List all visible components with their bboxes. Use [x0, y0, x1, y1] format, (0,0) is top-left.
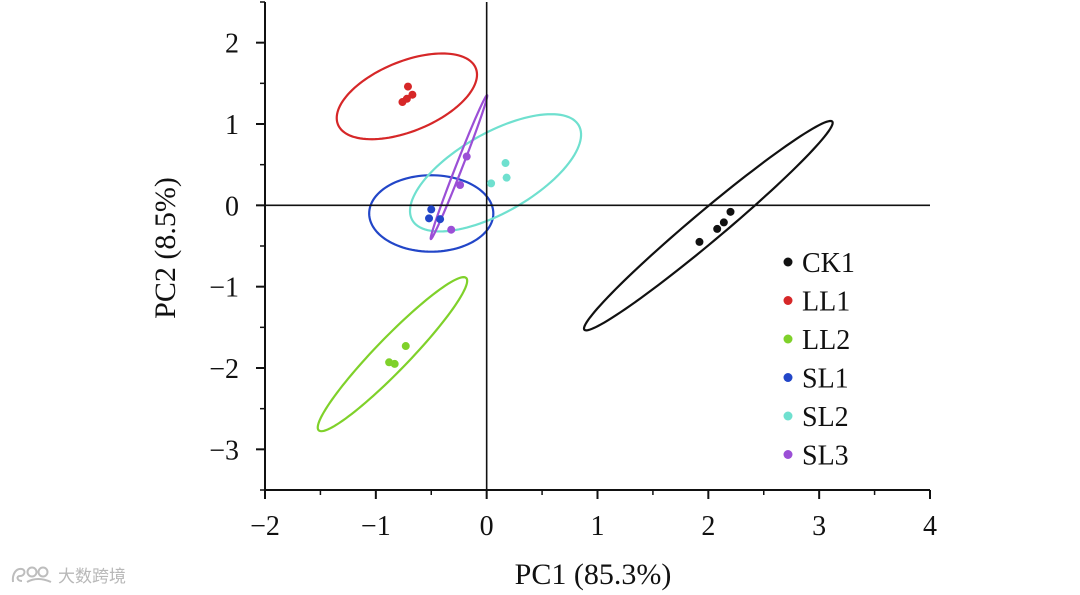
- legend-label-ll2: LL2: [802, 325, 850, 356]
- point-ck1: [719, 218, 728, 227]
- point-ck1: [713, 224, 722, 233]
- y-tick-label: 2: [225, 29, 239, 60]
- x-tick-label: 4: [923, 511, 937, 542]
- confidence-ellipses: [316, 52, 834, 433]
- legend: CK1 LL1 LL2 SL1 SL2 SL3: [783, 248, 855, 472]
- ellipse-sl3: [429, 93, 489, 241]
- point-sl1: [436, 215, 445, 224]
- legend-marker-sl2: [783, 411, 793, 421]
- x-tick-label: 0: [480, 511, 494, 542]
- legend-label-ck1: CK1: [802, 248, 855, 279]
- data-points: [385, 82, 735, 368]
- x-tick-label: 1: [591, 511, 605, 542]
- point-sl3: [456, 181, 465, 189]
- watermark-text: 大数跨境: [58, 567, 126, 587]
- legend-label-sl3: SL3: [802, 441, 849, 472]
- legend-label-sl2: SL2: [802, 402, 849, 433]
- ellipse-ck1: [582, 119, 834, 332]
- point-ll1: [402, 94, 411, 103]
- ellipse-sl2: [408, 113, 583, 233]
- point-ll1: [408, 90, 417, 99]
- y-axis-title: PC2 (8.5%): [149, 177, 182, 319]
- axes: −2 −1 0 1 2 3 4 −3 −2 −1 0 1 2: [209, 1, 937, 542]
- y-tick-label: 0: [225, 191, 239, 222]
- x-tick-label: 3: [812, 511, 826, 542]
- ellipse-ll2: [316, 276, 469, 433]
- legend-label-ll1: LL1: [802, 287, 850, 318]
- legend-marker-sl3: [783, 450, 793, 459]
- ellipse-sl1: [368, 174, 495, 253]
- legend-label-sl1: SL1: [802, 364, 849, 395]
- point-sl2: [501, 159, 510, 168]
- ellipse-ll1: [335, 52, 479, 141]
- y-tick-label: −3: [209, 435, 239, 466]
- point-ll2: [401, 342, 410, 351]
- point-sl2: [502, 173, 511, 182]
- legend-marker-ck1: [783, 257, 793, 267]
- legend-marker-ll1: [783, 296, 793, 305]
- y-tick-label: −2: [209, 354, 239, 385]
- zero-lines: [265, 2, 930, 490]
- point-sl3: [462, 152, 471, 161]
- y-tick-label: 1: [225, 110, 239, 141]
- watermark: 大数跨境: [10, 562, 126, 587]
- x-tick-label: −1: [361, 511, 391, 542]
- point-ck1: [695, 237, 704, 246]
- x-tick-label: −2: [250, 511, 280, 542]
- x-axis-title: PC1 (85.3%): [515, 558, 672, 591]
- point-sl2: [487, 179, 496, 188]
- legend-marker-ll2: [783, 334, 793, 344]
- watermark-logo-icon: [11, 566, 52, 583]
- point-ck1: [726, 207, 735, 216]
- point-ll2: [390, 359, 399, 368]
- point-sl1: [425, 214, 434, 223]
- point-ll1: [403, 82, 412, 91]
- y-tick-label: −1: [209, 273, 239, 304]
- legend-marker-sl1: [783, 373, 793, 382]
- x-tick-label: 2: [701, 511, 715, 542]
- point-sl1: [427, 205, 436, 214]
- point-sl3: [447, 225, 456, 234]
